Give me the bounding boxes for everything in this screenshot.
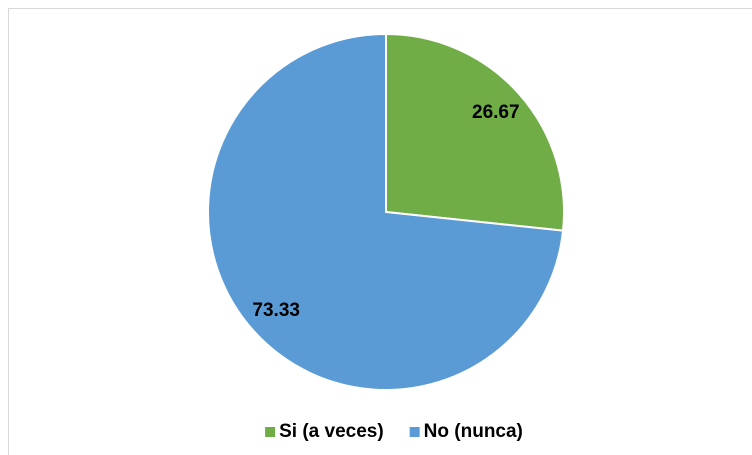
legend-label: No (nunca) <box>424 421 523 442</box>
pie-slice <box>207 32 565 391</box>
legend-swatch <box>409 427 420 437</box>
data-label: 73.33 <box>252 300 300 321</box>
legend-swatch <box>265 427 276 437</box>
data-label: 26.67 <box>472 102 520 123</box>
legend-label: Si (a veces) <box>279 421 384 442</box>
pie-slice <box>385 32 565 232</box>
